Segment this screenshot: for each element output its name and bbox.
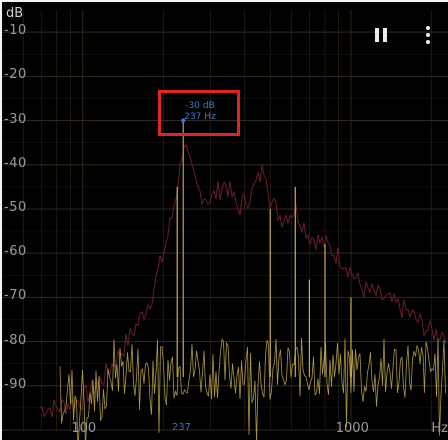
y-tick-label: -90: [4, 376, 27, 392]
peak-frequency: 237 Hz: [184, 112, 216, 122]
y-tick-label: -80: [4, 332, 27, 348]
x-tick-label: 1000: [335, 421, 369, 436]
y-tick-label: -60: [4, 244, 27, 260]
y-tick-label: -70: [4, 288, 27, 304]
peak-highlight-box: [158, 90, 240, 136]
more-vert-icon: [426, 26, 430, 30]
x-tick-label: 100: [71, 421, 97, 436]
y-tick-label: -20: [4, 67, 27, 83]
spectrum-line: [59, 337, 446, 440]
peak-marker-dot: [181, 118, 186, 123]
pause-icon: [375, 28, 379, 42]
peak-readout: -30 dB 237 Hz: [176, 101, 224, 123]
more-options-button[interactable]: [418, 22, 438, 48]
x-peak-label: 237: [171, 422, 191, 433]
x-unit-label: Hz: [431, 421, 448, 436]
pause-button[interactable]: [368, 22, 394, 48]
y-tick-label: -40: [4, 155, 27, 171]
y-tick-label: -50: [4, 199, 27, 215]
peak-level: -30 dB: [185, 101, 215, 111]
y-tick-label: -30: [4, 111, 27, 127]
y-unit-label: dB: [6, 6, 24, 21]
y-tick-label: -10: [4, 23, 27, 39]
